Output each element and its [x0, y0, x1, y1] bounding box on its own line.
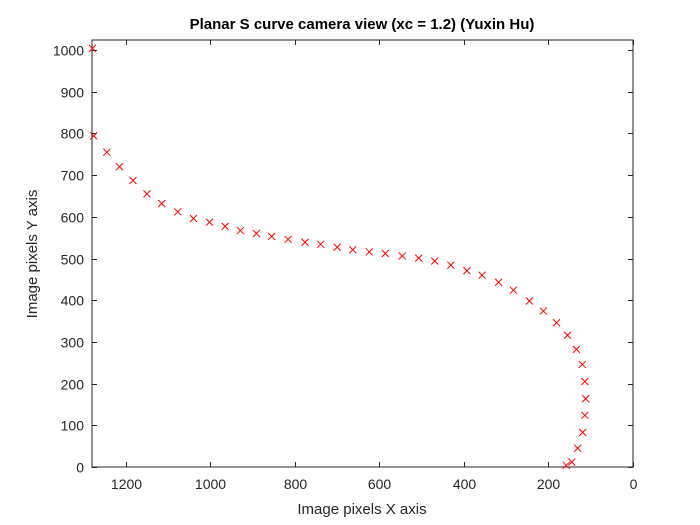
data-point: [581, 394, 590, 403]
data-point: [348, 245, 357, 254]
y-axis: 0 100 200 300 400 500 600 700 800 900 1000: [53, 43, 633, 476]
y-tick-label: 400: [61, 293, 85, 309]
data-point: [580, 377, 589, 386]
data-point: [573, 444, 582, 453]
data-point: [552, 318, 561, 327]
data-point: [267, 232, 276, 241]
data-point: [494, 278, 503, 287]
data-point: [252, 229, 261, 238]
data-point: [563, 331, 572, 340]
data-point: [89, 132, 98, 140]
x-tick-label: 600: [368, 476, 392, 492]
data-point: [414, 254, 423, 262]
data-point: [463, 266, 471, 275]
y-axis-label: Image pixels Y axis: [24, 190, 41, 319]
y-tick-label: 0: [76, 460, 84, 476]
y-tick-label: 1000: [53, 43, 84, 59]
y-tick-label: 100: [61, 418, 85, 434]
y-tick-label: 200: [61, 377, 85, 393]
data-point: [525, 297, 534, 305]
data-point: [446, 261, 455, 270]
x-tick-label: 800: [284, 476, 308, 492]
data-point: [578, 360, 587, 369]
y-tick-label: 800: [61, 126, 85, 142]
data-point: [205, 218, 214, 227]
data-point: [567, 458, 576, 466]
data-point: [539, 307, 548, 315]
axes-box: [91, 39, 634, 468]
data-point: [115, 162, 124, 171]
data-point: [316, 240, 325, 249]
data-point: [562, 461, 571, 470]
data-point: [173, 207, 182, 216]
data-point: [301, 238, 309, 247]
x-axis-label: Image pixels X axis: [297, 501, 426, 518]
data-point: [221, 222, 229, 231]
data-point: [189, 214, 198, 223]
data-point: [143, 190, 151, 198]
x-tick-label: 1000: [195, 476, 226, 492]
data-point: [284, 235, 292, 244]
data-series: [88, 44, 590, 470]
data-point: [580, 411, 589, 420]
y-tick-label: 600: [61, 210, 85, 226]
data-point: [578, 428, 587, 437]
x-tick-label: 1200: [111, 476, 142, 492]
x-tick-label: 0: [630, 476, 638, 492]
data-point: [236, 226, 245, 235]
data-point: [102, 148, 111, 157]
data-point: [365, 247, 374, 256]
x-tick-label: 200: [537, 476, 561, 492]
plot-area: [91, 39, 634, 468]
data-point: [381, 249, 390, 258]
data-point: [509, 286, 518, 295]
data-point: [430, 257, 439, 265]
data-point: [333, 243, 341, 252]
data-point: [129, 176, 137, 185]
x-tick-label: 400: [453, 476, 477, 492]
y-tick-label: 500: [61, 252, 85, 268]
y-tick-label: 700: [61, 168, 85, 184]
data-point: [572, 345, 581, 354]
y-tick-label: 900: [61, 85, 85, 101]
chart-title: Planar S curve camera view (xc = 1.2) (Y…: [190, 16, 535, 33]
data-point: [157, 199, 166, 208]
data-point: [478, 271, 486, 280]
data-point: [398, 252, 407, 260]
y-tick-label: 300: [61, 335, 85, 351]
data-point: [88, 44, 97, 53]
x-axis: 1200 1000 800 600 400 200 0: [111, 40, 638, 492]
